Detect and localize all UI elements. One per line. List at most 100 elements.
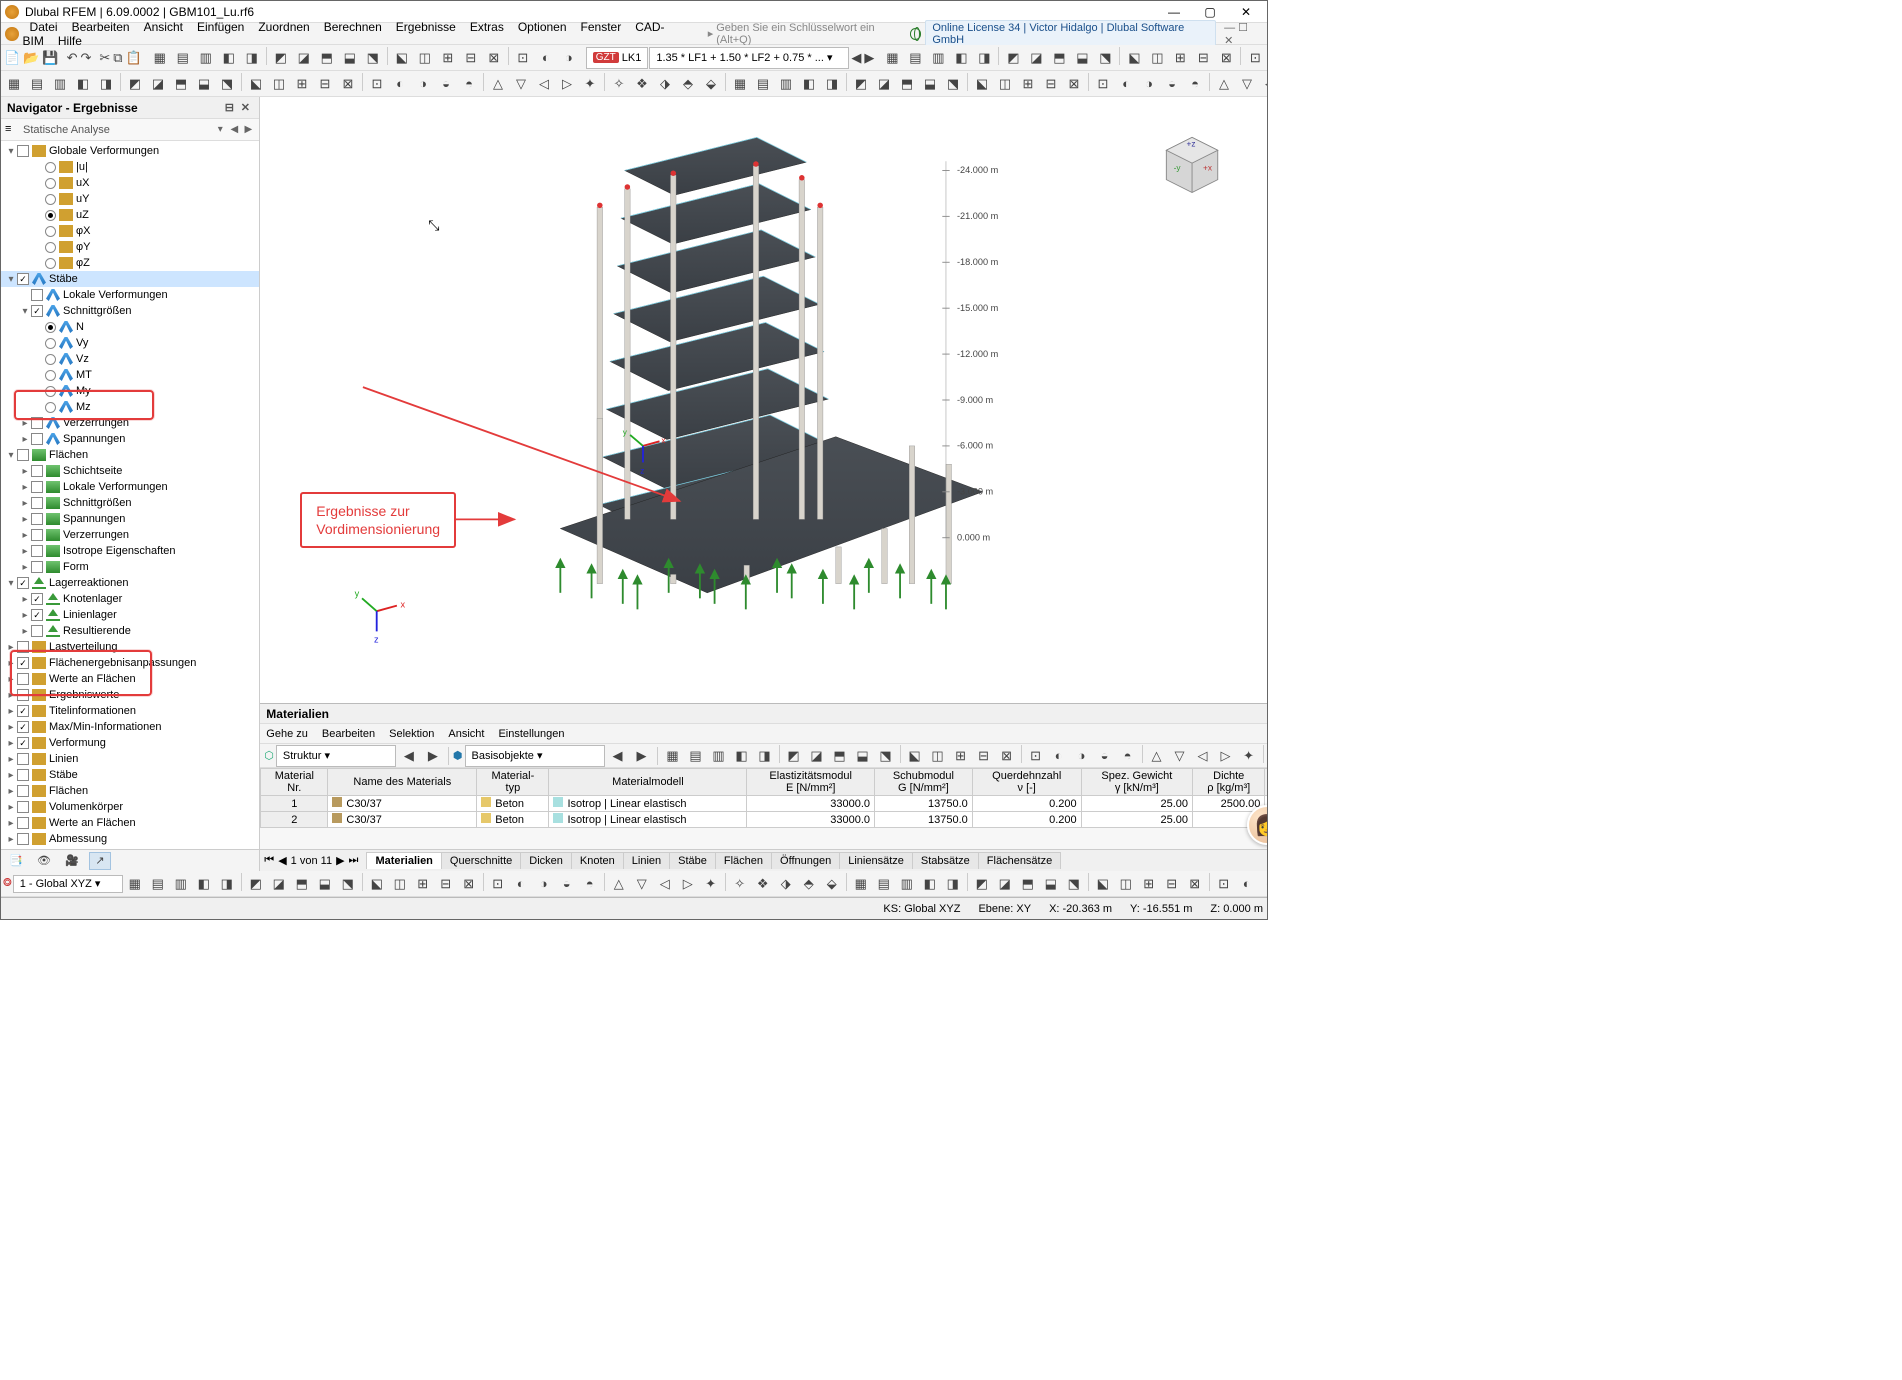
tool-btn[interactable]: ⬒: [316, 47, 338, 69]
mdi-restore-button[interactable]: — ☐ ✕: [1220, 21, 1263, 47]
tool-btn[interactable]: ⬒: [1048, 47, 1070, 69]
col-header[interactable]: Spez. Gewichtγ [kN/m³]: [1081, 769, 1192, 796]
radio[interactable]: [45, 370, 56, 381]
tool-btn[interactable]: ⊞: [1169, 47, 1191, 69]
tool-btn[interactable]: ✧: [608, 73, 630, 95]
tool-btn[interactable]: ◨: [754, 745, 776, 767]
tool-btn[interactable]: ⬓: [919, 73, 941, 95]
tool-btn[interactable]: ◑: [1071, 745, 1093, 767]
tool-btn[interactable]: ◫: [389, 873, 411, 895]
tree-row[interactable]: ▾Schnittgrößen: [1, 303, 259, 319]
tool-btn[interactable]: ⬔: [942, 73, 964, 95]
tool-btn[interactable]: ✧: [729, 873, 751, 895]
tool-btn[interactable]: ◧: [72, 73, 94, 95]
viewport-3d[interactable]: -24.000 m-21.000 m-18.000 m-15.000 m-12.…: [260, 97, 1267, 703]
tool-btn[interactable]: ◩: [1002, 47, 1024, 69]
materials-table[interactable]: MaterialNr.Name des MaterialsMaterial-ty…: [260, 768, 1267, 828]
tree-row[interactable]: ▸Linienlager: [1, 607, 259, 623]
tool-btn[interactable]: ◧: [193, 873, 215, 895]
tool-btn[interactable]: ⬔: [216, 73, 238, 95]
col-header[interactable]: ElastizitätsmodulE [N/mm²]: [747, 769, 875, 796]
tree-row[interactable]: ▾Globale Verformungen: [1, 143, 259, 159]
tool-btn[interactable]: ◨: [95, 73, 117, 95]
tool-btn[interactable]: ◪: [147, 73, 169, 95]
tool-btn[interactable]: ▽: [510, 73, 532, 95]
tool-btn[interactable]: ◪: [293, 47, 315, 69]
tool-btn[interactable]: ⊞: [1138, 873, 1160, 895]
tab-materialien[interactable]: Materialien: [366, 852, 441, 869]
tool-btn[interactable]: ▥: [708, 745, 730, 767]
checkbox[interactable]: [17, 833, 29, 845]
tab-knoten[interactable]: Knoten: [571, 852, 624, 869]
filter-next[interactable]: ▶: [241, 124, 255, 135]
checkbox[interactable]: [31, 289, 43, 301]
tool-btn[interactable]: ⬒: [1017, 873, 1039, 895]
tool-btn[interactable]: ⊠: [1063, 73, 1085, 95]
tool-btn[interactable]: ❖: [631, 73, 653, 95]
tree-row[interactable]: Lokale Verformungen: [1, 287, 259, 303]
checkbox[interactable]: [17, 449, 29, 461]
table-row[interactable]: 2C30/37BetonIsotrop | Linear elastisch33…: [261, 812, 1267, 828]
tool-btn[interactable]: ⬓: [1071, 47, 1093, 69]
tree-row[interactable]: ▸Werte an Flächen: [1, 815, 259, 831]
checkbox[interactable]: [31, 625, 43, 637]
tool-btn[interactable]: ⬓: [339, 47, 361, 69]
tool-btn[interactable]: ▽: [1236, 73, 1258, 95]
redo-button[interactable]: ↷: [79, 47, 92, 69]
checkbox[interactable]: [17, 737, 29, 749]
tree-row[interactable]: ▾Flächen: [1, 447, 259, 463]
tool-btn[interactable]: ⬓: [193, 73, 215, 95]
tool-btn[interactable]: ⊞: [950, 745, 972, 767]
tree-row[interactable]: ▸Form: [1, 559, 259, 575]
tool-btn[interactable]: ⊞: [437, 47, 459, 69]
copy-button[interactable]: ⧉: [112, 47, 123, 69]
checkbox[interactable]: [17, 705, 29, 717]
checkbox[interactable]: [31, 561, 43, 573]
tree-row[interactable]: ▸Spannungen: [1, 431, 259, 447]
tool-btn[interactable]: ▤: [873, 873, 895, 895]
tool-btn[interactable]: ⊠: [996, 745, 1018, 767]
close-navigator-button[interactable]: ✕: [237, 100, 253, 116]
tool-btn[interactable]: ▽: [631, 873, 653, 895]
tool-btn[interactable]: ⬕: [366, 873, 388, 895]
tool-btn[interactable]: ◧: [798, 73, 820, 95]
checkbox[interactable]: [17, 769, 29, 781]
tool-btn[interactable]: ◧: [950, 47, 972, 69]
checkbox[interactable]: [31, 497, 43, 509]
close-button[interactable]: ✕: [1229, 2, 1263, 22]
tool-btn[interactable]: ◁: [533, 73, 555, 95]
tool-btn[interactable]: ⬓: [852, 745, 874, 767]
tool-btn[interactable]: ⬔: [1094, 47, 1116, 69]
tool-btn[interactable]: ◨: [973, 47, 995, 69]
tool-btn[interactable]: △: [1213, 73, 1235, 95]
menu-ansicht[interactable]: Ansicht: [137, 18, 190, 36]
save-button[interactable]: 💾: [41, 47, 59, 69]
tool-btn[interactable]: ◩: [124, 73, 146, 95]
tool-btn[interactable]: ⬗: [654, 73, 676, 95]
col-header[interactable]: Dichteρ [kg/m³]: [1193, 769, 1265, 796]
tool-btn[interactable]: ▦: [662, 745, 684, 767]
checkbox[interactable]: [31, 513, 43, 525]
tool-btn[interactable]: ◫: [927, 745, 949, 767]
struktur-combo[interactable]: Struktur ▾: [276, 745, 396, 767]
tool-btn[interactable]: ⊟: [435, 873, 457, 895]
menu-fenster[interactable]: Fenster: [574, 18, 629, 36]
load-tag[interactable]: GZTLK1: [586, 47, 649, 69]
nav-tab-data[interactable]: 📑: [5, 852, 27, 870]
radio[interactable]: [45, 258, 56, 269]
checkbox[interactable]: [31, 593, 43, 605]
radio[interactable]: [45, 210, 56, 221]
tab-stabsätze[interactable]: Stabsätze: [912, 852, 979, 869]
tool-btn[interactable]: ▦: [3, 73, 25, 95]
checkbox[interactable]: [31, 433, 43, 445]
maximize-button[interactable]: ▢: [1193, 2, 1227, 22]
tree-row[interactable]: φX: [1, 223, 259, 239]
menu-optionen[interactable]: Optionen: [511, 18, 574, 36]
tool-btn[interactable]: ◩: [270, 47, 292, 69]
tool-btn[interactable]: ◐: [1115, 73, 1137, 95]
tool-btn[interactable]: ⬔: [337, 873, 359, 895]
tool-btn[interactable]: ◫: [1115, 873, 1137, 895]
tool-btn[interactable]: ⊠: [337, 73, 359, 95]
tool-btn[interactable]: ◩: [245, 873, 267, 895]
tool-btn[interactable]: ⬒: [170, 73, 192, 95]
